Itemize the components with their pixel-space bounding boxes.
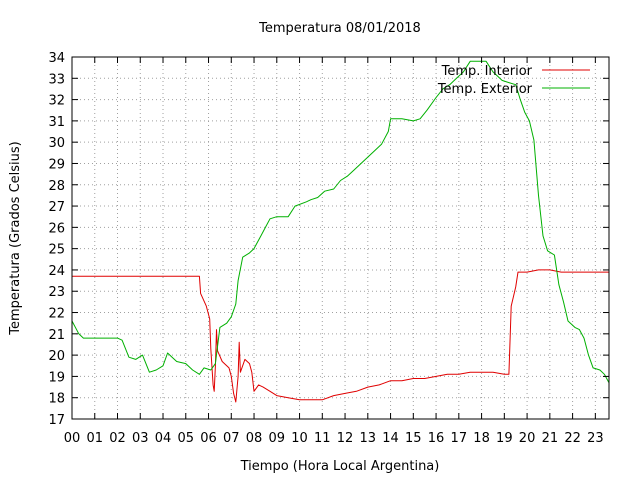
y-tick-label: 20 [48,349,65,364]
x-tick-label: 15 [405,431,422,446]
series-line-exterior [71,60,610,384]
x-tick-label: 07 [223,431,240,446]
y-tick-label: 31 [48,115,65,130]
x-tick-label: 13 [360,431,377,446]
chart-title: Temperatura 08/01/2018 [258,21,421,36]
y-tick-label: 21 [48,328,65,343]
x-tick-label: 04 [155,431,172,446]
y-tick-label: 17 [48,413,65,428]
x-tick-label: 17 [451,431,468,446]
y-tick-label: 29 [48,157,65,172]
x-tick-label: 18 [473,431,490,446]
legend-label: Temp. Interior [441,64,533,79]
y-tick-label: 26 [48,221,65,236]
x-tick-label: 14 [382,431,399,446]
x-tick-label: 22 [564,431,581,446]
y-tick-label: 19 [48,370,65,385]
x-tick-label: 09 [269,431,286,446]
y-tick-label: 27 [48,200,65,215]
y-tick-label: 22 [48,307,65,322]
x-tick-label: 23 [587,431,604,446]
tick-layer: 17 18 19 20 21 22 23 24 25 26 27 28 29 30 31 32 33 34 00 01… [48,51,609,446]
y-tick-label: 30 [48,136,65,151]
x-tick-label: 06 [200,431,217,446]
x-tick-label: 02 [109,431,126,446]
x-tick-label: 03 [132,431,149,446]
legend: Temp. Interior Temp. Exterior [437,64,590,97]
series-layer [71,60,610,403]
x-tick-label: 10 [291,431,308,446]
y-tick-label: 28 [48,179,65,194]
x-tick-label: 12 [337,431,354,446]
y-axis-label: Temperatura (Grados Celsius) [8,141,23,335]
legend-label: Temp. Exterior [437,82,533,97]
x-tick-label: 21 [542,431,559,446]
y-tick-label: 25 [48,243,65,258]
grid-layer [71,56,609,420]
x-tick-label: 19 [496,431,513,446]
plot-frame [71,56,610,420]
y-tick-label: 34 [48,51,65,66]
x-tick-label: 20 [519,431,536,446]
y-tick-label: 33 [48,72,65,87]
y-tick-label: 23 [48,285,65,300]
x-tick-label: 05 [177,431,194,446]
x-tick-label: 01 [86,431,103,446]
x-axis-label: Tiempo (Hora Local Argentina) [240,459,440,474]
x-tick-label: 00 [64,431,81,446]
y-tick-label: 18 [48,392,65,407]
x-tick-label: 16 [428,431,445,446]
y-tick-label: 24 [48,264,65,279]
series-line-interior [72,269,609,403]
y-tick-label: 32 [48,94,65,109]
x-tick-label: 08 [246,431,263,446]
x-tick-label: 11 [314,431,331,446]
